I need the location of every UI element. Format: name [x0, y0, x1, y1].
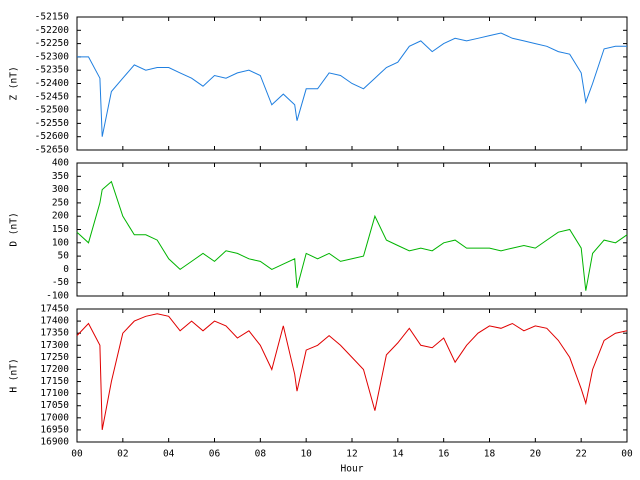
data-line — [76, 313, 628, 430]
y-tick-label: 17100 — [40, 388, 69, 399]
y-tick-label: -52300 — [35, 51, 70, 62]
y-tick-label: -52150 — [35, 12, 70, 23]
x-tick-label: 20 — [530, 449, 542, 460]
y-tick-label: -52400 — [35, 78, 70, 89]
x-tick-label: 06 — [209, 449, 221, 460]
x-tick-label: 16 — [438, 449, 450, 460]
y-axis-label: D (nT) — [9, 212, 20, 246]
y-tick-label: 150 — [52, 224, 69, 235]
y-tick-label: 17050 — [40, 400, 69, 411]
y-tick-label: 17400 — [40, 316, 69, 327]
y-tick-label: 16950 — [40, 424, 69, 435]
y-tick-label: 50 — [58, 251, 70, 262]
y-tick-label: 17250 — [40, 352, 69, 363]
x-tick-label: 02 — [117, 449, 128, 460]
x-axis-label: Hour — [341, 464, 364, 475]
plot-frame — [76, 308, 628, 443]
y-axis-label: Z (nT) — [9, 66, 20, 100]
y-tick-label: -52350 — [35, 65, 70, 76]
y-tick-label: -52600 — [35, 131, 70, 142]
y-tick-label: 250 — [52, 197, 69, 208]
y-axis-label: H (nT) — [9, 358, 20, 392]
data-line — [77, 32, 627, 137]
y-tick-label: 200 — [52, 211, 69, 222]
y-tick-label: 300 — [52, 184, 69, 195]
y-tick-label: 350 — [52, 171, 69, 182]
y-tick-label: -52450 — [35, 91, 70, 102]
y-tick-label: -52250 — [35, 38, 70, 49]
data-line — [76, 180, 628, 291]
y-tick-label: -100 — [46, 291, 69, 302]
plot-frame — [76, 162, 628, 297]
y-tick-label: 17000 — [40, 412, 69, 423]
x-tick-label: 18 — [484, 449, 496, 460]
y-tick-label: 17450 — [40, 304, 69, 315]
x-tick-label: 04 — [163, 449, 175, 460]
y-tick-label: 16900 — [40, 437, 69, 448]
y-tick-label: 17200 — [40, 364, 69, 375]
y-tick-label: -52200 — [35, 25, 70, 36]
y-tick-label: 0 — [63, 264, 69, 275]
x-tick-label: 12 — [346, 449, 357, 460]
y-tick-label: 400 — [52, 158, 69, 169]
y-tick-label: -50 — [52, 277, 69, 288]
y-tick-label: 17300 — [40, 340, 69, 351]
y-tick-label: -52650 — [35, 145, 70, 156]
y-tick-label: -52550 — [35, 118, 70, 129]
x-tick-label: 10 — [300, 449, 312, 460]
x-tick-label: 08 — [255, 449, 267, 460]
x-tick-label: 14 — [392, 449, 404, 460]
y-tick-label: 17350 — [40, 328, 69, 339]
x-tick-label: 00 — [621, 449, 633, 460]
x-tick-label: 00 — [71, 449, 83, 460]
y-tick-label: 100 — [52, 237, 69, 248]
x-tick-label: 22 — [575, 449, 586, 460]
y-tick-label: 17150 — [40, 376, 69, 387]
y-tick-label: -52500 — [35, 105, 70, 116]
